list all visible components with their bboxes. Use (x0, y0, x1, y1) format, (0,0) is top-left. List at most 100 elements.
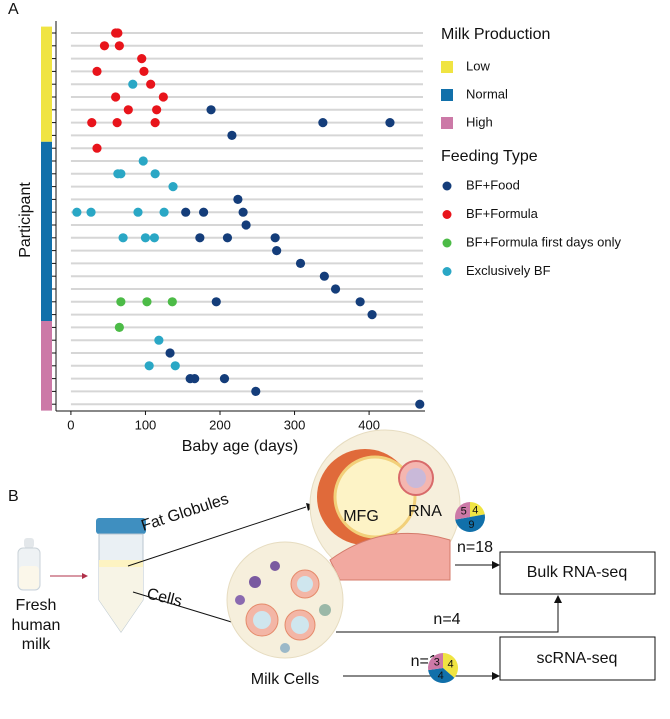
x-tick-label: 0 (67, 417, 74, 432)
dot (167, 297, 177, 307)
dot (99, 41, 110, 51)
output-label: Bulk RNA-seq (527, 564, 627, 581)
pie-label: 4 (438, 670, 444, 682)
dot (92, 143, 102, 153)
dot (128, 79, 138, 89)
dot (138, 156, 148, 166)
legend-swatch (441, 117, 453, 129)
dot (241, 220, 251, 230)
dot (133, 207, 143, 217)
edge-label: n=18 (457, 539, 493, 556)
dot (227, 130, 237, 140)
production-bar (41, 321, 52, 411)
x-tick-label: 400 (358, 417, 380, 432)
legend-label: High (466, 114, 493, 129)
pie-label: 4 (472, 505, 478, 517)
pie-wedge (428, 653, 443, 671)
pie-wedge (470, 502, 485, 517)
dot (137, 54, 147, 64)
arrow-head (554, 595, 562, 603)
output-label: scRNA-seq (537, 650, 618, 667)
legend-label: Low (466, 58, 490, 73)
dot (150, 118, 160, 128)
source-label: milk (22, 636, 51, 653)
dot (318, 118, 328, 128)
legend-swatch (441, 61, 453, 73)
cells-illustration (226, 541, 344, 659)
legend-marker (442, 238, 452, 248)
dot (238, 207, 248, 217)
dot (270, 233, 280, 243)
dot (152, 105, 162, 115)
dot (86, 207, 96, 217)
panel-label: B (8, 488, 19, 505)
branch-label: Fat Globules (139, 491, 231, 535)
dot (211, 297, 221, 307)
pie-wedge (455, 502, 470, 520)
bottle-icon (17, 538, 41, 591)
pie-label: 3 (434, 657, 440, 669)
dot (146, 79, 156, 89)
dot (330, 284, 341, 294)
dot (272, 246, 282, 256)
dot (251, 386, 261, 396)
pie-label: 9 (468, 519, 474, 531)
pie-label: 5 (461, 506, 467, 518)
dot (190, 374, 200, 384)
x-tick-label: 100 (135, 417, 157, 432)
dot (87, 118, 97, 128)
dot (142, 297, 152, 307)
legend-label: BF+Food (466, 177, 520, 192)
dot (114, 322, 124, 332)
dot (181, 207, 191, 217)
dot (144, 361, 154, 371)
dot (222, 233, 233, 243)
dot (233, 194, 243, 204)
dot (158, 92, 168, 102)
dot (123, 105, 133, 115)
arrow-head (82, 573, 88, 579)
arrow (336, 603, 559, 633)
dot (165, 348, 175, 358)
legend-label: Exclusively BF (466, 263, 551, 278)
pie-wedge (443, 653, 458, 678)
dot (154, 335, 164, 345)
dot (319, 271, 329, 281)
dot (159, 207, 169, 217)
output-box (499, 551, 656, 595)
mfg-illustration (309, 429, 461, 581)
rna-label: RNA (408, 503, 442, 520)
dot (195, 233, 205, 243)
x-axis-label: Baby age (days) (182, 438, 299, 455)
dot (139, 66, 149, 76)
cells-label: Milk Cells (251, 671, 319, 688)
source-label: human (12, 617, 61, 634)
dot (92, 66, 102, 76)
arrow (127, 506, 307, 567)
dot (116, 169, 126, 179)
arrow-head (492, 561, 500, 569)
dot (170, 361, 180, 371)
legend-marker (442, 181, 452, 191)
legend-title: Feeding Type (441, 148, 538, 165)
legend-swatch (441, 89, 453, 101)
dot (72, 207, 82, 217)
legend-marker (442, 267, 452, 276)
pie-wedge (428, 668, 455, 684)
dot (112, 118, 122, 128)
x-tick-label: 300 (284, 417, 306, 432)
dot (199, 207, 209, 217)
dot (150, 169, 160, 179)
dot (140, 233, 151, 243)
edge-label: n=4 (433, 611, 460, 628)
branch-label: Cells (145, 585, 184, 610)
legend-label: Normal (466, 86, 508, 101)
tube-icon (96, 518, 146, 633)
source-label: Fresh (16, 597, 57, 614)
legend-title: Milk Production (441, 26, 550, 43)
pie-wedge (455, 514, 485, 532)
dot (295, 258, 306, 268)
pie-label: 4 (447, 658, 453, 670)
dot (111, 92, 121, 102)
